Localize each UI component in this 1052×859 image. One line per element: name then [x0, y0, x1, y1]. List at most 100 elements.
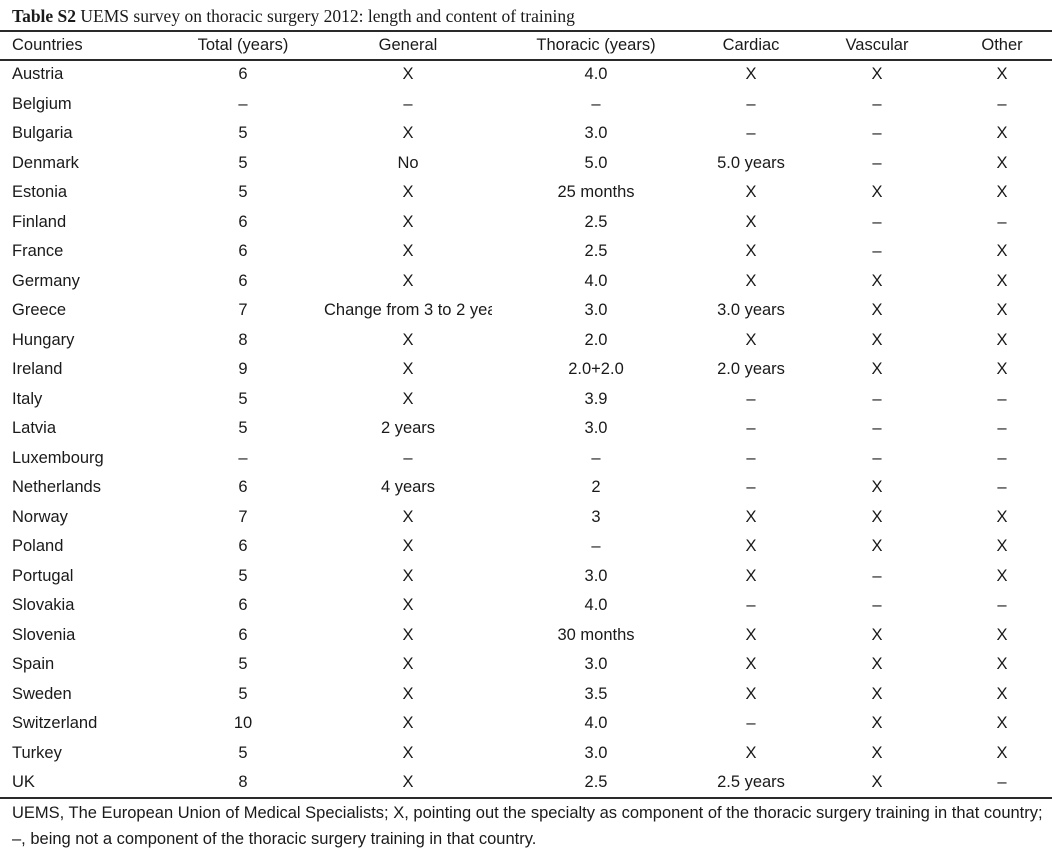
country-cell: Poland: [12, 537, 64, 556]
table-cell: 2.5: [584, 212, 608, 231]
table-cell: –: [746, 448, 756, 467]
table-cell: 6: [238, 625, 248, 644]
bottom-rule: [0, 797, 1052, 799]
country-cell: Portugal: [12, 566, 74, 585]
country-cell: Luxembourg: [12, 448, 104, 467]
table-cell: –: [872, 153, 882, 172]
country-cell: Slovakia: [12, 596, 75, 615]
table-row: Denmark 5 No 5.0 5.0 years – X: [0, 149, 1052, 179]
table-cell: 5: [238, 566, 248, 585]
table-cell: X: [996, 271, 1008, 290]
table-cell: 5: [238, 153, 248, 172]
table-cell: 5.0: [584, 153, 608, 172]
table-cell: –: [872, 566, 882, 585]
table-row: UK 8 X 2.5 2.5 years X –: [0, 768, 1052, 798]
table-cell: X: [996, 537, 1008, 556]
table-cell: X: [871, 507, 883, 526]
table-cell: X: [871, 684, 883, 703]
table-cell: X: [996, 153, 1008, 172]
table-cell: 30 months: [557, 625, 635, 644]
table-cell: –: [997, 212, 1007, 231]
table-row: Spain 5 X 3.0 X X X: [0, 650, 1052, 680]
table-cell: X: [871, 537, 883, 556]
table-cell: 4 years: [380, 478, 436, 497]
table-cell: X: [745, 684, 757, 703]
table-cell: X: [745, 625, 757, 644]
table-cell: –: [872, 94, 882, 113]
table-cell: –: [872, 242, 882, 261]
table-row: Slovakia 6 X 4.0 – – –: [0, 591, 1052, 621]
table-cell: –: [872, 212, 882, 231]
table-cell: 3.0: [584, 743, 608, 762]
country-cell: Latvia: [12, 419, 57, 438]
country-cell: Ireland: [12, 360, 63, 379]
table-row: France 6 X 2.5 X – X: [0, 237, 1052, 267]
table-cell: 6: [238, 212, 248, 231]
table-cell: X: [402, 596, 414, 615]
table-cell: 7: [238, 301, 248, 320]
top-rule: [0, 30, 1052, 32]
table-cell: X: [402, 271, 414, 290]
table-cell: X: [745, 271, 757, 290]
table-cell: –: [591, 448, 601, 467]
table-cell: 5: [238, 684, 248, 703]
table-cell: 10: [233, 714, 253, 733]
table-cell: X: [402, 330, 414, 349]
table-cell: X: [996, 714, 1008, 733]
country-cell: Hungary: [12, 330, 75, 349]
table-cell: X: [402, 212, 414, 231]
table-row: Greece 7 Change from 3 to 2 years 3.0 3.0 ye…: [0, 296, 1052, 326]
table-cell: X: [996, 684, 1008, 703]
table-row: Germany 6 X 4.0 X X X: [0, 267, 1052, 297]
table-row: Finland 6 X 2.5 X – –: [0, 208, 1052, 238]
header-cell: Vascular: [845, 35, 909, 54]
country-cell: Germany: [12, 271, 80, 290]
country-cell: Bulgaria: [12, 124, 73, 143]
table-cell: 5: [238, 419, 248, 438]
table-cell: –: [746, 389, 756, 408]
table-cell: 4.0: [584, 596, 608, 615]
country-cell: Denmark: [12, 153, 79, 172]
table-cell: 2.0+2.0: [568, 360, 624, 379]
table-cell: –: [872, 448, 882, 467]
table-cell: –: [872, 596, 882, 615]
table-cell: X: [871, 183, 883, 202]
table-cell: –: [403, 448, 413, 467]
table-row: Hungary 8 X 2.0 X X X: [0, 326, 1052, 356]
table-cell: –: [997, 419, 1007, 438]
table-cell: 3.0: [584, 655, 608, 674]
table-cell: X: [996, 566, 1008, 585]
table-cell: X: [402, 773, 414, 792]
table-row: Latvia 5 2 years 3.0 – – –: [0, 414, 1052, 444]
table-cell: X: [871, 478, 883, 497]
table-cell: 3.0 years: [717, 301, 785, 320]
header-cell: Thoracic (years): [536, 35, 656, 54]
country-cell: Norway: [12, 507, 68, 526]
table-cell: No: [397, 153, 419, 172]
table-cell: X: [402, 65, 414, 84]
table-row: Poland 6 X – X X X: [0, 532, 1052, 562]
header-cell: Countries: [12, 35, 83, 54]
table-row: Luxembourg – – – – – –: [0, 444, 1052, 474]
table-cell: –: [591, 94, 601, 113]
country-cell: Belgium: [12, 94, 72, 113]
table-cell: –: [872, 389, 882, 408]
table-cell: 2 years: [380, 419, 436, 438]
table-cell: 6: [238, 596, 248, 615]
table-cell: X: [996, 330, 1008, 349]
table-caption: Table S2 UEMS survey on thoracic surgery…: [12, 4, 575, 28]
table-cell: X: [871, 271, 883, 290]
table-cell: 2.5 years: [717, 773, 785, 792]
table-cell: 6: [238, 537, 248, 556]
table-cell: X: [871, 773, 883, 792]
table-cell: X: [402, 714, 414, 733]
table-cell: 8: [238, 773, 248, 792]
table-row: Portugal 5 X 3.0 X – X: [0, 562, 1052, 592]
training-table: Countries Total (years) General Thoracic…: [0, 30, 1052, 798]
table-cell: X: [745, 566, 757, 585]
country-cell: Greece: [12, 301, 67, 320]
table-cell: X: [402, 655, 414, 674]
table-cell: 2.5: [584, 242, 608, 261]
table-cell: –: [746, 419, 756, 438]
table-cell: –: [591, 537, 601, 556]
